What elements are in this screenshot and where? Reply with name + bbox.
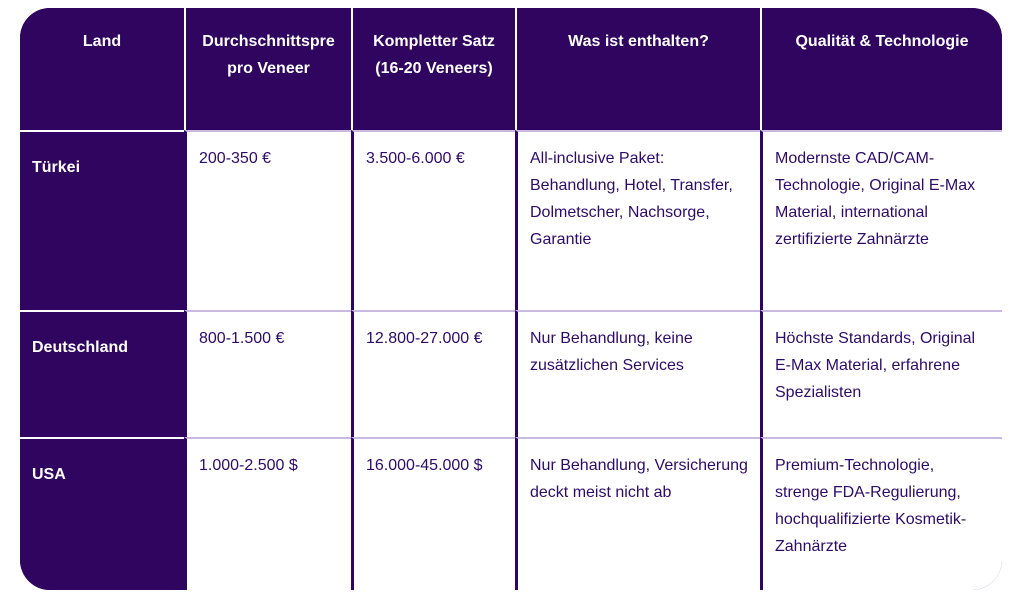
cell-included: All-inclusive Paket: Behandlung, Hotel, … bbox=[515, 130, 760, 310]
cell-full-set: 12.800-27.000 € bbox=[351, 310, 515, 437]
row-label-turkei: Türkei bbox=[20, 130, 184, 310]
cell-quality: Modernste CAD/CAM-Technologie, Original … bbox=[760, 130, 1002, 310]
cell-included: Nur Behandlung, Versicherung deckt meist… bbox=[515, 437, 760, 590]
cell-full-set: 16.000-45.000 $ bbox=[351, 437, 515, 590]
cell-quality: Höchste Standards, Original E-Max Materi… bbox=[760, 310, 1002, 437]
cell-price-per-veneer: 200-350 € bbox=[184, 130, 351, 310]
cell-full-set: 3.500-6.000 € bbox=[351, 130, 515, 310]
header-price-per-veneer: Durchschnittspre pro Veneer bbox=[184, 8, 351, 130]
header-included: Was ist enthalten? bbox=[515, 8, 760, 130]
header-price-per-veneer-text: Durchschnittspre pro Veneer bbox=[202, 33, 335, 77]
cell-quality: Premium-Technologie, strenge FDA-Regulie… bbox=[760, 437, 1002, 590]
row-label-usa: USA bbox=[20, 437, 184, 590]
cell-included: Nur Behandlung, keine zusätzlichen Servi… bbox=[515, 310, 760, 437]
row-label-deutschland: Deutschland bbox=[20, 310, 184, 437]
header-full-set: Kompletter Satz (16-20 Veneers) bbox=[351, 8, 515, 130]
cell-price-per-veneer: 1.000-2.500 $ bbox=[184, 437, 351, 590]
header-land: Land bbox=[20, 8, 184, 130]
header-quality: Qualität & Technologie bbox=[760, 8, 1002, 130]
veneer-price-comparison-table: Land Durchschnittspre pro Veneer Komplet… bbox=[20, 8, 1002, 590]
cell-price-per-veneer: 800-1.500 € bbox=[184, 310, 351, 437]
